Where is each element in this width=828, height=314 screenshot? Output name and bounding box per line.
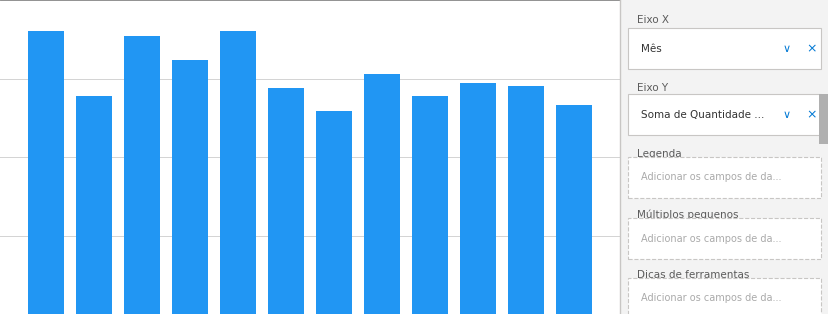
- Text: Eixo Y: Eixo Y: [636, 83, 667, 93]
- Bar: [28, 31, 64, 314]
- Text: Eixo X: Eixo X: [636, 15, 668, 25]
- Text: Adicionar os campos de da...: Adicionar os campos de da...: [640, 234, 781, 244]
- Text: Soma de Quantidade ...: Soma de Quantidade ...: [640, 110, 763, 120]
- Bar: [172, 60, 208, 314]
- Bar: [267, 88, 304, 314]
- Bar: [508, 86, 543, 314]
- FancyBboxPatch shape: [628, 94, 820, 135]
- FancyBboxPatch shape: [628, 218, 820, 259]
- Text: Adicionar os campos de da...: Adicionar os campos de da...: [640, 293, 781, 303]
- Text: Múltiplos pequenos: Múltiplos pequenos: [636, 210, 738, 220]
- Bar: [124, 36, 160, 314]
- FancyBboxPatch shape: [628, 28, 820, 69]
- Bar: [556, 105, 591, 314]
- Text: Adicionar os campos de da...: Adicionar os campos de da...: [640, 172, 781, 182]
- Bar: [818, 94, 828, 144]
- Text: ∨: ∨: [782, 44, 790, 54]
- Bar: [315, 111, 352, 314]
- Bar: [460, 83, 495, 314]
- Bar: [363, 74, 400, 314]
- Bar: [76, 96, 112, 314]
- Bar: [412, 96, 447, 314]
- Text: ×: ×: [805, 108, 816, 121]
- Text: ∨: ∨: [782, 110, 790, 120]
- FancyBboxPatch shape: [628, 278, 820, 314]
- Text: ×: ×: [805, 42, 816, 55]
- Text: Mês: Mês: [640, 44, 661, 54]
- Text: Dicas de ferramentas: Dicas de ferramentas: [636, 270, 749, 280]
- FancyBboxPatch shape: [628, 157, 820, 198]
- Bar: [219, 31, 256, 314]
- Text: Legenda: Legenda: [636, 149, 681, 159]
